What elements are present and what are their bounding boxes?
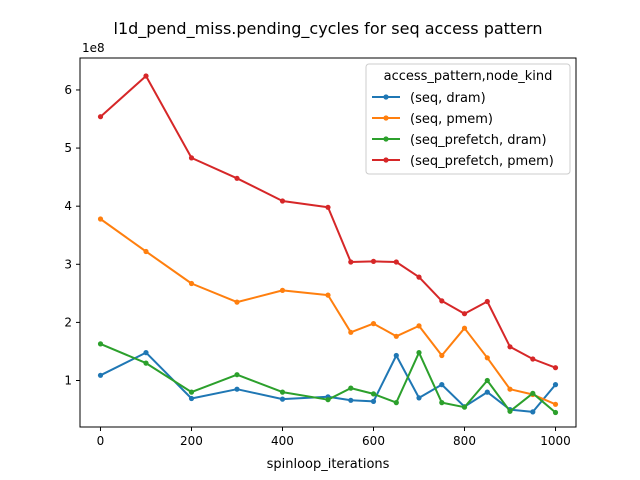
legend-label: (seq, pmem) [410, 112, 493, 127]
data-point [97, 341, 104, 347]
data-point [507, 408, 513, 414]
data-point [530, 409, 536, 415]
data-point [279, 287, 286, 293]
data-point [348, 397, 354, 403]
data-point [188, 389, 195, 395]
data-point [348, 259, 354, 265]
legend-label: (seq_prefetch, pmem) [410, 154, 554, 169]
data-point [552, 409, 559, 416]
y-tick-label: 1 [64, 374, 72, 388]
data-point [370, 398, 377, 404]
data-point [234, 175, 240, 181]
data-point [370, 258, 377, 264]
legend-title: access_pattern,node_kind [384, 69, 553, 84]
data-point [143, 360, 149, 366]
legend-box [365, 63, 571, 175]
data-point [188, 280, 195, 287]
y-axis: 1 2 3 4 5 6 [64, 83, 80, 388]
y-tick-label: 4 [64, 199, 72, 213]
data-point [143, 248, 149, 255]
data-point [416, 274, 422, 280]
data-point [325, 292, 331, 298]
data-point [507, 386, 513, 392]
data-point [393, 259, 399, 265]
data-point [234, 386, 240, 392]
data-point [461, 311, 468, 317]
y-tick-label: 3 [64, 257, 72, 271]
x-tick-label: 600 [362, 434, 385, 448]
plot-frame [79, 57, 577, 428]
data-point [325, 397, 331, 403]
data-point [97, 216, 104, 222]
data-point [461, 404, 468, 410]
data-point [143, 350, 149, 356]
data-point [552, 365, 559, 371]
data-point [188, 155, 195, 161]
data-point [439, 400, 445, 406]
data-point [484, 355, 490, 361]
data-point [416, 395, 422, 401]
legend-marker [383, 115, 389, 121]
data-point [370, 391, 377, 397]
legend-marker [383, 157, 389, 163]
y-scale-label: 1e8 [82, 41, 105, 55]
data-point [143, 73, 149, 79]
series-line [99, 218, 556, 406]
data-point [348, 385, 354, 391]
x-tick-label: 200 [180, 434, 203, 448]
data-point [416, 323, 422, 329]
data-point [279, 389, 286, 395]
data-point [393, 352, 399, 359]
legend-label: (seq_prefetch, dram) [410, 133, 547, 148]
data-point [530, 356, 536, 362]
data-point [439, 382, 445, 388]
data-point [507, 344, 513, 350]
x-tick-label: 1000 [540, 434, 571, 448]
x-tick-label: 0 [97, 434, 105, 448]
series-line [100, 342, 557, 414]
x-axis: 0 200 400 600 800 1000 [97, 427, 571, 448]
legend: access_pattern,node_kind (seq, dram)(seq… [365, 63, 571, 175]
series-line [100, 351, 557, 413]
data-point [484, 377, 490, 384]
data-point [348, 329, 354, 335]
data-point [370, 321, 377, 327]
data-point [188, 395, 195, 402]
y-tick-label: 2 [64, 315, 72, 329]
x-axis-label: spinloop_iterations [267, 457, 390, 472]
data-point [279, 198, 286, 204]
data-point [234, 299, 240, 305]
data-point [439, 298, 445, 304]
data-point [325, 204, 331, 210]
chart-title: l1d_pend_miss.pending_cycles for seq acc… [114, 19, 543, 39]
data-point [530, 390, 536, 396]
legend-entries: (seq, dram) (seq, pmem) (seq_prefetch, dra… [372, 91, 554, 169]
y-tick-label: 5 [64, 141, 72, 155]
data-point [97, 372, 104, 378]
data-point [552, 401, 559, 407]
legend-marker [383, 136, 389, 142]
x-tick-label: 400 [271, 434, 294, 448]
data-point [416, 350, 422, 356]
legend-label: (seq, dram) [410, 91, 486, 106]
data-point [234, 372, 240, 378]
data-point [393, 400, 399, 406]
data-point [461, 325, 468, 331]
data-point [552, 382, 559, 388]
plot-area [97, 73, 559, 416]
x-tick-label: 800 [453, 434, 476, 448]
data-point [439, 352, 445, 359]
data-point [484, 389, 490, 395]
y-tick-label: 6 [64, 83, 72, 97]
data-point [484, 298, 490, 305]
data-point [393, 333, 399, 339]
legend-marker [383, 94, 389, 100]
data-point [279, 396, 286, 402]
series-line [99, 75, 556, 369]
data-point [97, 114, 104, 120]
